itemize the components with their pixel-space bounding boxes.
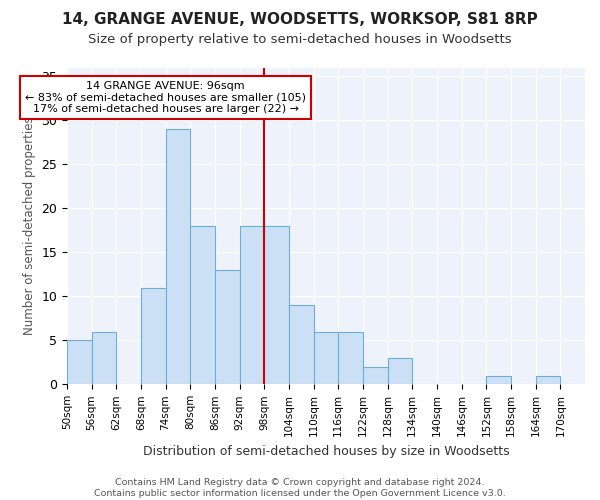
Text: Contains HM Land Registry data © Crown copyright and database right 2024.
Contai: Contains HM Land Registry data © Crown c… [94, 478, 506, 498]
Bar [215, 270, 239, 384]
Text: Size of property relative to semi-detached houses in Woodsetts: Size of property relative to semi-detach… [88, 32, 512, 46]
Bar [166, 129, 190, 384]
Text: 14 GRANGE AVENUE: 96sqm
← 83% of semi-detached houses are smaller (105)
17% of s: 14 GRANGE AVENUE: 96sqm ← 83% of semi-de… [25, 80, 306, 114]
Bar [239, 226, 264, 384]
Bar [338, 332, 363, 384]
Bar [264, 226, 289, 384]
Bar [388, 358, 412, 384]
Y-axis label: Number of semi-detached properties: Number of semi-detached properties [23, 116, 36, 335]
Bar [536, 376, 560, 384]
Bar [363, 366, 388, 384]
Bar [487, 376, 511, 384]
Text: 14, GRANGE AVENUE, WOODSETTS, WORKSOP, S81 8RP: 14, GRANGE AVENUE, WOODSETTS, WORKSOP, S… [62, 12, 538, 28]
Bar [190, 226, 215, 384]
Bar [92, 332, 116, 384]
Bar [141, 288, 166, 384]
X-axis label: Distribution of semi-detached houses by size in Woodsetts: Distribution of semi-detached houses by … [143, 444, 509, 458]
Bar [67, 340, 92, 384]
Bar [314, 332, 338, 384]
Bar [289, 305, 314, 384]
